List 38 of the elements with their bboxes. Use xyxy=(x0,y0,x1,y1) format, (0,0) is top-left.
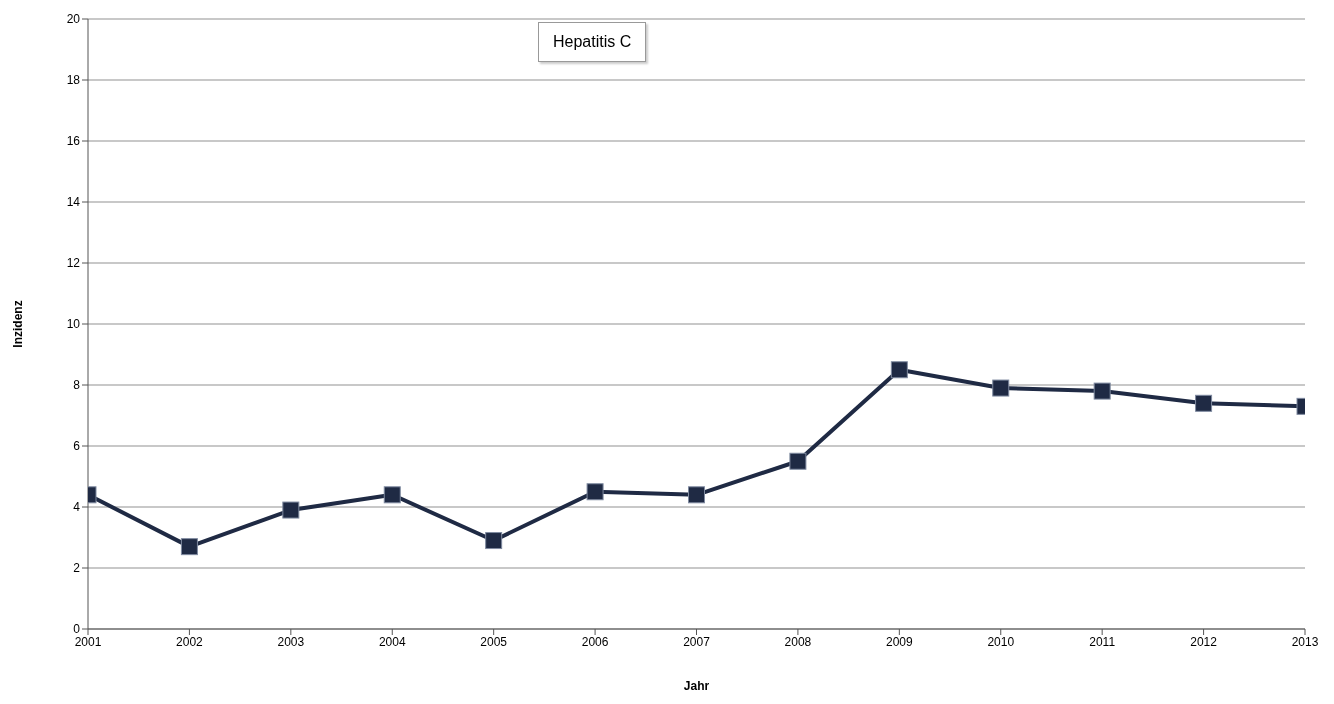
x-tick-label: 2009 xyxy=(885,634,913,649)
y-axis-title: Inzidenz xyxy=(11,300,26,348)
x-tick-label: 2001 xyxy=(74,634,102,649)
x-tick-label: 2011 xyxy=(1089,634,1116,649)
point xyxy=(383,486,401,504)
x-tick-label: 2007 xyxy=(683,634,711,649)
point xyxy=(1093,382,1111,400)
x-tick-label: 2010 xyxy=(987,634,1015,649)
y-tick-label: 20 xyxy=(66,12,81,27)
point xyxy=(1195,394,1213,412)
x-tick-label: 2013 xyxy=(1291,634,1319,649)
y-tick-label: 2 xyxy=(73,561,81,576)
text: Hepatitis C xyxy=(538,22,647,62)
point xyxy=(586,483,604,501)
y-tick-label: 6 xyxy=(73,439,81,454)
y-tick-label: 14 xyxy=(66,195,81,210)
y-tick-label: 8 xyxy=(73,378,81,393)
x-tick-label: 2004 xyxy=(378,634,406,649)
x-tick-label: 2006 xyxy=(581,634,609,649)
y-tick-label: 16 xyxy=(66,134,81,149)
y-tick-label: 10 xyxy=(66,317,81,332)
y-tick-label: 12 xyxy=(66,256,81,271)
point xyxy=(282,501,300,519)
x-tick-label: 2012 xyxy=(1190,634,1218,649)
point xyxy=(688,486,705,504)
x-tick-label: 2005 xyxy=(480,634,508,649)
x-tick-label: 2003 xyxy=(277,634,305,649)
y-tick-label: 0 xyxy=(73,622,81,637)
point xyxy=(992,379,1010,397)
x-tick-label: 2002 xyxy=(176,634,204,649)
point xyxy=(180,538,198,556)
y-tick-label: 18 xyxy=(66,73,81,88)
point xyxy=(789,452,807,470)
point xyxy=(485,532,503,550)
y-tick-label: 4 xyxy=(73,500,81,515)
point xyxy=(890,361,908,379)
x-tick-label: 2008 xyxy=(784,634,812,649)
x-axis-title: Jahr xyxy=(683,679,710,693)
